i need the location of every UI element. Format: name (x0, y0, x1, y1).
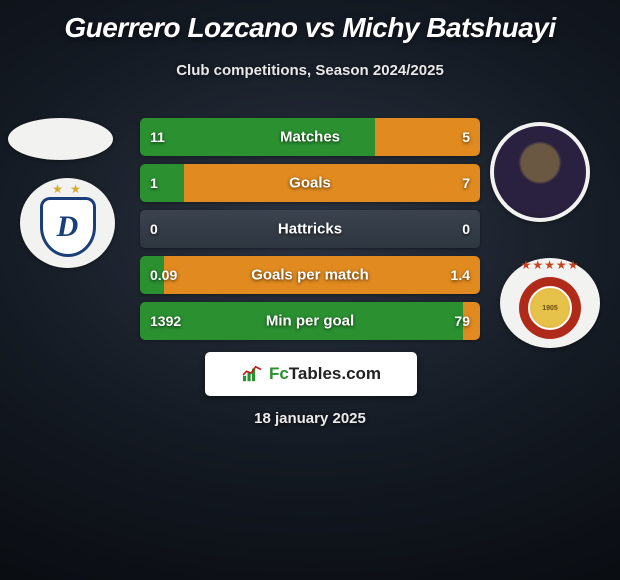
footer-date: 18 january 2025 (0, 410, 620, 427)
club-right-stars: ★★★★★ (521, 258, 580, 272)
club-left-crest: ★ ★ D (20, 178, 115, 268)
stat-label: Min per goal (140, 313, 480, 330)
stat-row: 115Matches (140, 118, 480, 156)
chart-icon (241, 365, 263, 383)
club-left-stars: ★ ★ (52, 182, 83, 196)
stat-label: Goals (140, 175, 480, 192)
stat-label: Hattricks (140, 221, 480, 238)
club-right-ring: 1905 (519, 277, 581, 339)
brand-text: FcTables.com (269, 364, 381, 384)
brand-badge: FcTables.com (205, 352, 417, 396)
brand-text-prefix: Fc (269, 364, 289, 383)
club-right-badge: 1905 (528, 286, 572, 330)
player-right-avatar-image (494, 126, 586, 218)
page-subtitle: Club competitions, Season 2024/2025 (0, 62, 620, 79)
club-right-crest: ★★★★★ 1905 (500, 258, 600, 348)
stat-row: 0.091.4Goals per match (140, 256, 480, 294)
player-right-avatar (490, 122, 590, 222)
stats-list: 115Matches 17Goals 00Hattricks 0.091.4Goals… (140, 118, 480, 348)
player-left-avatar (8, 118, 113, 160)
stat-label: Goals per match (140, 267, 480, 284)
club-left-letter: D (57, 210, 79, 244)
brand-text-suffix: Tables.com (289, 364, 381, 383)
stat-row: 17Goals (140, 164, 480, 202)
stat-row: 00Hattricks (140, 210, 480, 248)
page-title: Guerrero Lozcano vs Michy Batshuayi (0, 12, 620, 44)
club-left-shield: D (40, 197, 96, 257)
stat-row: 139279Min per goal (140, 302, 480, 340)
stat-label: Matches (140, 129, 480, 146)
